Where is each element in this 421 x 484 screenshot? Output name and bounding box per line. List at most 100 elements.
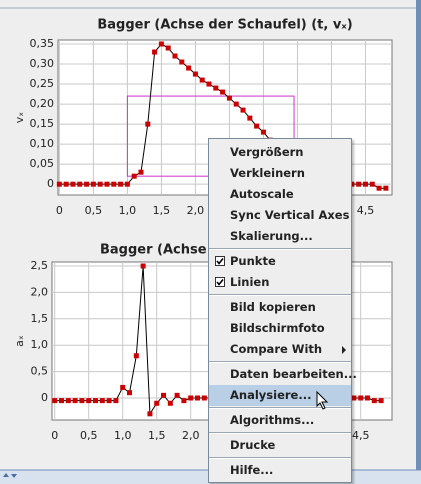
data-point [97, 181, 103, 187]
menu-item[interactable]: Verkleinern [209, 163, 351, 184]
y-axis-label: vₓ [13, 112, 26, 124]
menu-separator [209, 360, 351, 364]
x-tick-label: 1,5 [153, 204, 171, 217]
data-point [93, 398, 99, 404]
data-point [52, 398, 58, 404]
menu-item[interactable]: Compare With [209, 339, 351, 360]
menu-label: Analysiere... [230, 388, 312, 402]
menu-item[interactable]: Skalierung... [209, 226, 351, 247]
menu-label: Compare With [230, 342, 323, 356]
data-point [161, 392, 167, 398]
context-menu: Vergrößern Verkleinern Autoscale Sync Verti… [208, 138, 357, 483]
data-point [356, 181, 362, 187]
menu-separator [209, 293, 351, 297]
data-point [77, 181, 83, 187]
data-point [247, 115, 253, 121]
checkbox[interactable] [215, 256, 225, 266]
x-tick-label: 1,0 [119, 204, 137, 217]
menu-label: Verkleinern [230, 166, 305, 180]
data-point [186, 65, 192, 71]
data-point [86, 398, 92, 404]
data-point [172, 53, 178, 59]
menu-item[interactable]: Analysiere... [209, 385, 351, 406]
x-tick-label: 4,5 [352, 429, 370, 442]
y-tick-label: 2,5 [31, 259, 49, 272]
x-tick-label: 0,5 [80, 429, 98, 442]
data-point [362, 181, 368, 187]
chart-title: Bagger (Achse d [100, 243, 220, 258]
x-tick-label: 2,0 [182, 429, 200, 442]
y-tick-label: 0,30 [30, 57, 55, 70]
menu-label: Bild kopieren [230, 300, 316, 314]
data-point [199, 77, 205, 83]
data-point [240, 107, 246, 113]
data-point [72, 398, 78, 404]
window-border [416, 0, 421, 484]
menu-item[interactable]: Autoscale [209, 184, 351, 205]
data-point [104, 181, 110, 187]
menu-item[interactable]: Hilfe... [209, 460, 351, 481]
chart-title: Bagger (Achse der Schaufel) (t, vₓ) [97, 18, 352, 33]
check-mark [216, 258, 224, 265]
y-tick-label: 0,5 [31, 365, 49, 378]
data-point [138, 169, 144, 175]
data-point [84, 181, 90, 187]
data-point [165, 45, 171, 51]
data-point [378, 398, 384, 404]
menu-item[interactable]: Vergrößern [209, 142, 351, 163]
data-point [131, 173, 137, 179]
data-point [181, 398, 187, 404]
y-axis-label: aₓ [13, 335, 26, 347]
x-tick-label: 2,0 [187, 204, 205, 217]
menu-item[interactable]: Sync Vertical Axes [209, 205, 351, 226]
y-tick-label: 0,15 [30, 117, 55, 130]
menu-item[interactable]: Linien [209, 272, 351, 293]
menu-label: Sync Vertical Axes [230, 208, 350, 222]
data-point [106, 398, 112, 404]
data-point [195, 395, 201, 401]
menu-item[interactable]: Daten bearbeiten... [209, 364, 357, 385]
menu-separator [209, 406, 351, 410]
data-point [260, 129, 266, 135]
menu-label: Skalierung... [230, 229, 313, 243]
data-point [167, 400, 173, 406]
data-point [351, 395, 357, 401]
check-mark [216, 279, 224, 286]
data-point [192, 71, 198, 77]
data-point [124, 181, 130, 187]
menu-item[interactable]: Algorithms... [209, 410, 351, 431]
data-point [226, 95, 232, 101]
data-point [158, 41, 164, 47]
menu-item[interactable]: Bildschirmfoto [209, 318, 351, 339]
scroll-down[interactable] [11, 474, 17, 478]
data-point [147, 411, 153, 417]
menu-label: Punkte [230, 254, 276, 268]
data-point [188, 395, 194, 401]
data-point [154, 400, 160, 406]
x-tick-label: 4,5 [357, 204, 375, 217]
menu-item[interactable]: Bild kopieren [209, 297, 351, 318]
scroll-up[interactable] [3, 473, 9, 477]
menu-separator [209, 247, 351, 251]
data-point [79, 398, 85, 404]
menu-item[interactable]: Drucke [209, 435, 351, 456]
menu-label: Daten bearbeiten... [230, 367, 357, 381]
menu-label: Bildschirmfoto [230, 321, 325, 335]
y-tick-label: 1,5 [31, 312, 49, 325]
data-point [99, 398, 105, 404]
data-point [376, 185, 382, 191]
y-tick-label: 0,05 [30, 157, 55, 170]
data-point [90, 181, 96, 187]
data-point [145, 121, 151, 127]
data-point [113, 398, 119, 404]
data-point [63, 181, 69, 187]
checkbox[interactable] [215, 277, 225, 287]
data-point [65, 398, 71, 404]
data-point [56, 181, 62, 187]
menu-separator [209, 456, 351, 460]
menu-item[interactable]: Punkte [209, 251, 351, 272]
data-point [201, 395, 207, 401]
x-tick-label: 0 [56, 204, 63, 217]
submenu-arrow [342, 346, 346, 354]
